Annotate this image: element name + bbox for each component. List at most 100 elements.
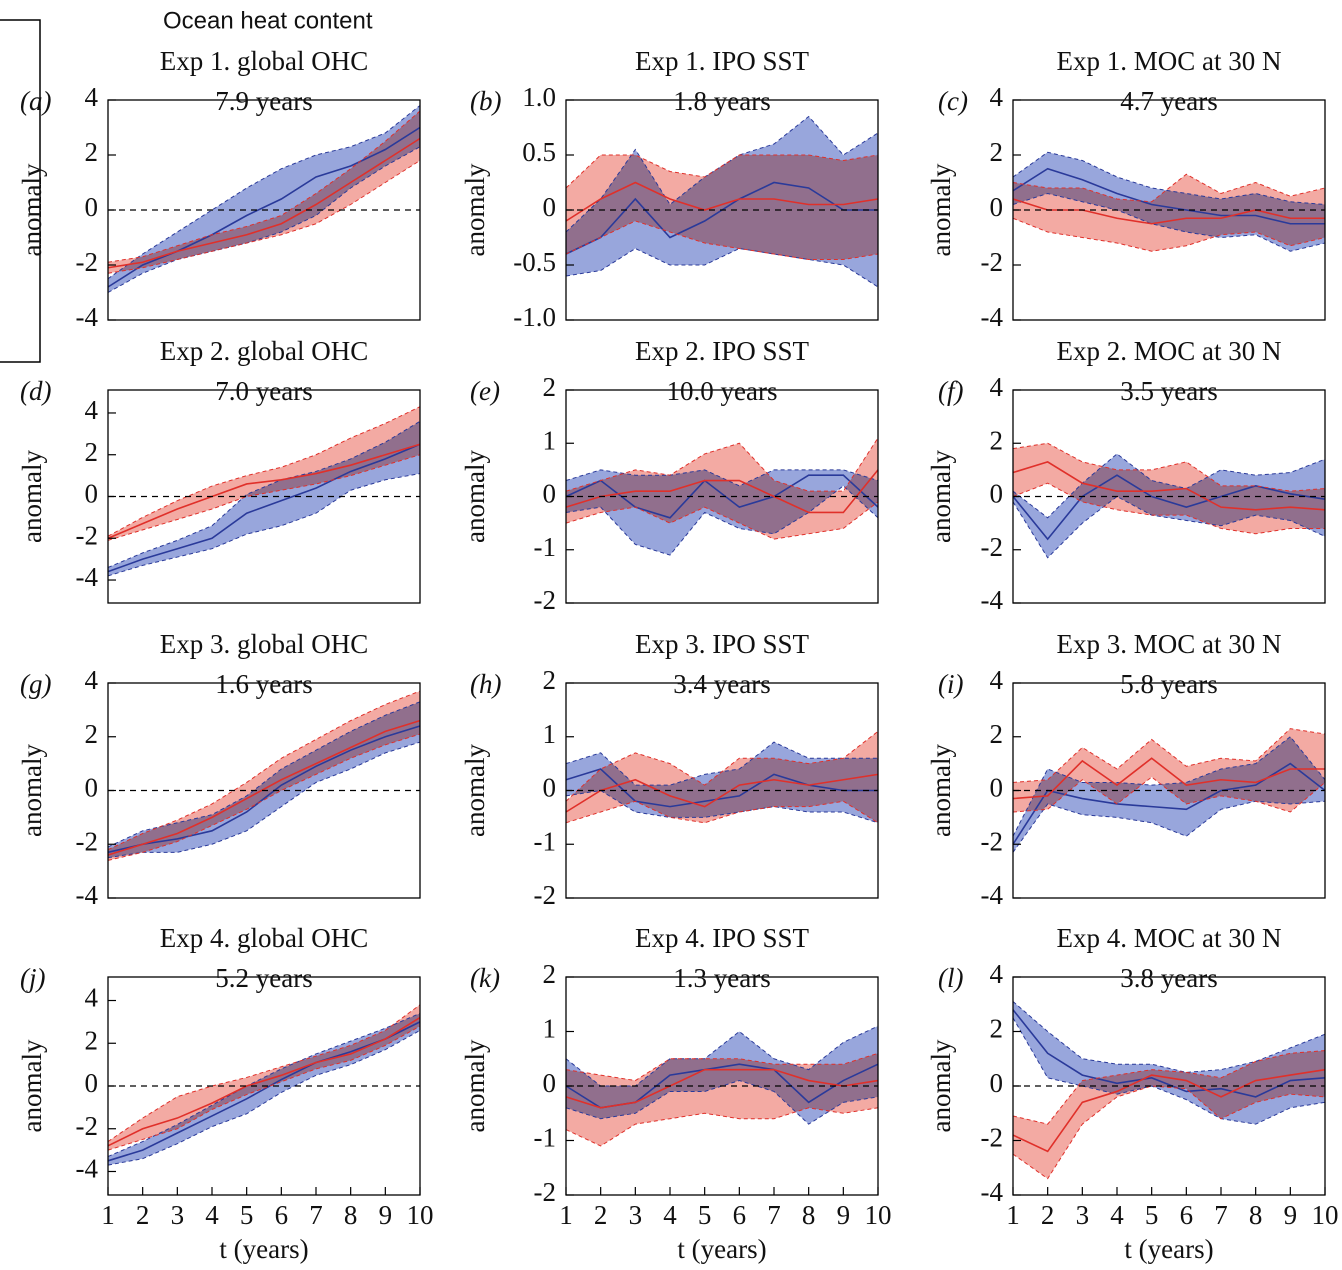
y-tick-label: 0 bbox=[85, 479, 99, 509]
y-tick-label: 4 bbox=[990, 959, 1004, 989]
y-tick-label: 2 bbox=[990, 1014, 1004, 1044]
y-tick-label: 0 bbox=[543, 773, 557, 803]
y-tick-label: -2 bbox=[76, 1111, 99, 1141]
y-tick-label: 2 bbox=[990, 425, 1004, 455]
y-tick-label: -0.5 bbox=[513, 247, 556, 277]
y-tick-label: 2 bbox=[990, 719, 1004, 749]
band-edge bbox=[1012, 217, 1326, 252]
y-tick-label: 0 bbox=[543, 479, 557, 509]
series-line bbox=[107, 1016, 421, 1147]
band-edge bbox=[107, 690, 421, 851]
panel-title: Exp 3. MOC at 30 N bbox=[1057, 629, 1282, 659]
x-tick-label: 2 bbox=[594, 1200, 608, 1230]
band-edge bbox=[107, 146, 421, 293]
panel-subtitle: 3.5 years bbox=[1120, 376, 1217, 406]
y-tick-label: 2 bbox=[85, 1025, 99, 1055]
x-tick-label: 6 bbox=[1180, 1200, 1194, 1230]
band bbox=[108, 406, 420, 541]
band-edge bbox=[1012, 482, 1325, 535]
band-edge bbox=[107, 1029, 421, 1166]
y-tick-label: -2 bbox=[76, 520, 99, 550]
x-tick-label: 5 bbox=[698, 1200, 712, 1230]
band-edge bbox=[1012, 151, 1326, 205]
y-tick-label: 0 bbox=[990, 1068, 1004, 1098]
panel-title: Exp 4. IPO SST bbox=[635, 923, 810, 953]
band-edge bbox=[107, 1004, 421, 1142]
panel-label: (l) bbox=[938, 963, 963, 993]
band-edge bbox=[1012, 173, 1326, 203]
x-axis-label: t (years) bbox=[677, 1234, 766, 1264]
y-tick-label: 2 bbox=[85, 437, 99, 467]
band-edge bbox=[565, 220, 879, 260]
band-edge bbox=[565, 730, 879, 802]
panel-title: Exp 2. global OHC bbox=[160, 336, 369, 366]
band-edge bbox=[1012, 1017, 1326, 1125]
y-axis-label: anomaly bbox=[460, 1039, 490, 1132]
panel-title: Exp 4. global OHC bbox=[160, 923, 369, 953]
x-tick-label: 3 bbox=[171, 1200, 185, 1230]
x-tick-label: 6 bbox=[733, 1200, 747, 1230]
panel-title: Exp 3. IPO SST bbox=[635, 629, 810, 659]
y-tick-label: 0 bbox=[85, 1068, 99, 1098]
band-edge bbox=[1012, 442, 1326, 492]
y-tick-label: -1 bbox=[534, 532, 557, 562]
x-tick-label: 2 bbox=[1041, 1200, 1055, 1230]
band bbox=[566, 155, 878, 260]
panel-label: (d) bbox=[20, 376, 51, 406]
panel-title: Exp 3. global OHC bbox=[160, 629, 369, 659]
x-tick-label: 10 bbox=[865, 1200, 892, 1230]
panel-title: Exp 2. MOC at 30 N bbox=[1057, 336, 1282, 366]
band bbox=[1013, 443, 1325, 534]
x-axis-label: t (years) bbox=[219, 1234, 308, 1264]
band bbox=[566, 1053, 878, 1146]
panel-label: (j) bbox=[20, 963, 45, 993]
panel-label: (a) bbox=[20, 86, 51, 116]
series-line bbox=[107, 137, 421, 269]
series-line bbox=[565, 469, 879, 514]
series-line bbox=[1012, 757, 1325, 800]
series-layer bbox=[107, 406, 421, 577]
x-tick-label: 1 bbox=[559, 1200, 573, 1230]
series-layer bbox=[1012, 442, 1326, 559]
band-edge bbox=[107, 420, 421, 568]
y-tick-label: 1 bbox=[543, 425, 557, 455]
x-tick-label: 3 bbox=[629, 1200, 643, 1230]
x-tick-label: 4 bbox=[1110, 1200, 1124, 1230]
y-tick-label: 0 bbox=[85, 773, 99, 803]
band-edge bbox=[107, 110, 421, 263]
x-axis-label: t (years) bbox=[1124, 1234, 1213, 1264]
band-edge bbox=[107, 406, 421, 537]
x-tick-label: 9 bbox=[1284, 1200, 1298, 1230]
y-tick-label: 0.5 bbox=[522, 137, 556, 167]
y-tick-label: 1 bbox=[543, 719, 557, 749]
band-edge bbox=[107, 741, 421, 859]
y-tick-label: -4 bbox=[76, 562, 99, 592]
x-tick-label: 9 bbox=[837, 1200, 851, 1230]
band-edge bbox=[107, 733, 421, 861]
y-tick-label: -1.0 bbox=[513, 302, 556, 332]
series-line bbox=[107, 1021, 421, 1162]
band-edge bbox=[1012, 776, 1326, 813]
x-tick-label: 1 bbox=[1006, 1200, 1020, 1230]
panel-label: (k) bbox=[470, 963, 500, 993]
y-tick-label: -2 bbox=[981, 826, 1004, 856]
panel-label: (f) bbox=[938, 376, 963, 406]
y-tick-label: 4 bbox=[990, 82, 1004, 112]
y-tick-label: -2 bbox=[76, 826, 99, 856]
series-line bbox=[107, 443, 421, 573]
y-tick-label: 2 bbox=[543, 665, 557, 695]
series-layer bbox=[565, 115, 879, 288]
y-axis-label: anomaly bbox=[17, 163, 47, 256]
y-tick-label: 4 bbox=[990, 372, 1004, 402]
y-tick-label: 2 bbox=[543, 372, 557, 402]
series-line bbox=[1012, 167, 1325, 225]
y-tick-label: 0 bbox=[543, 1068, 557, 1098]
y-tick-label: 2 bbox=[990, 137, 1004, 167]
series-line bbox=[107, 719, 421, 856]
series-layer bbox=[565, 437, 879, 556]
y-tick-label: -4 bbox=[981, 585, 1004, 615]
series-layer bbox=[107, 690, 421, 861]
y-tick-label: -2 bbox=[534, 1177, 557, 1207]
panel-label: (b) bbox=[470, 86, 501, 116]
